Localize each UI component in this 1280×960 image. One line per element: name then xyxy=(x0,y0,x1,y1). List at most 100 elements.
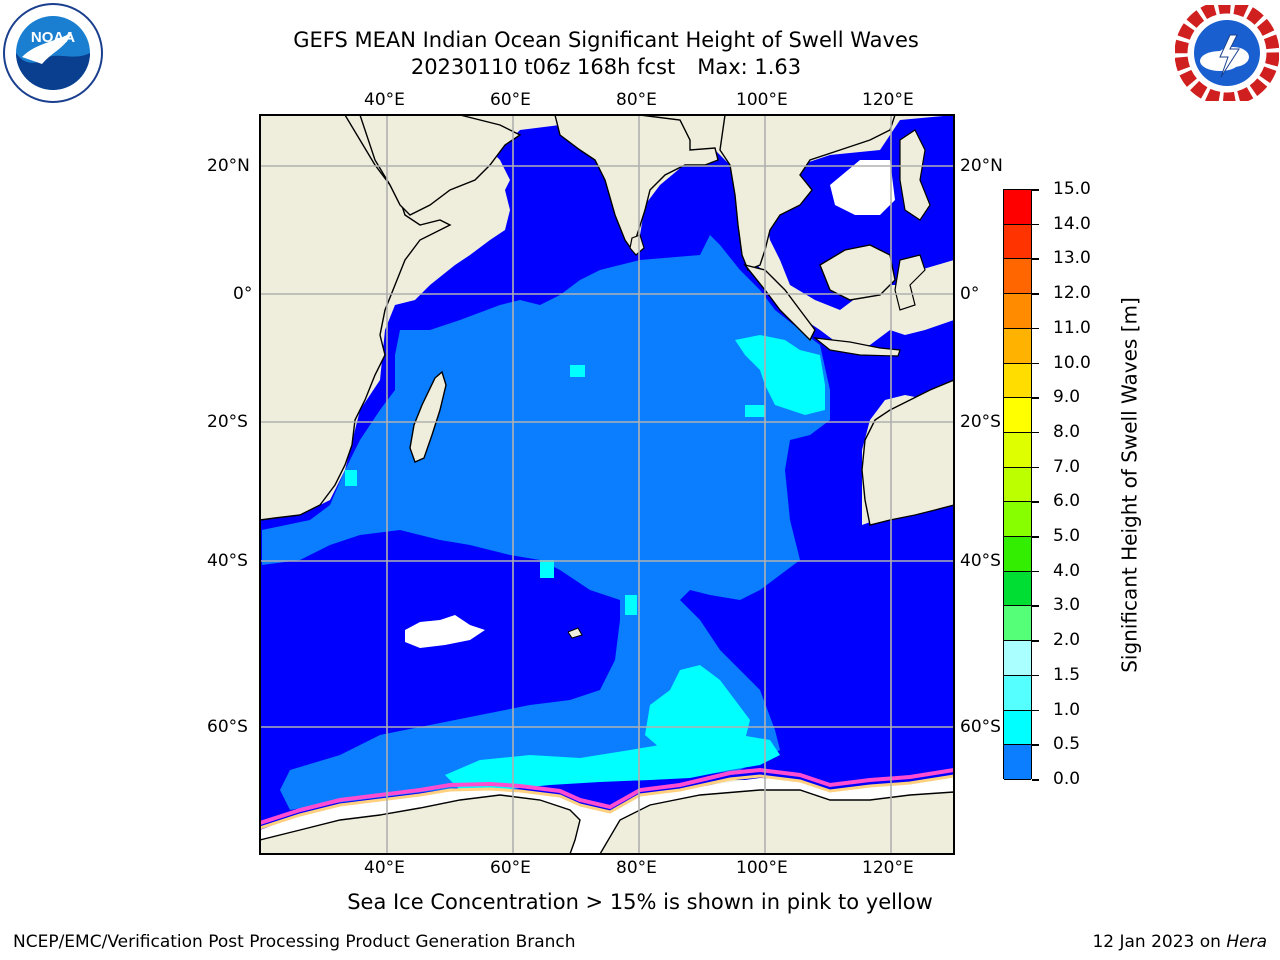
kerguelen-land xyxy=(567,627,583,639)
lon-tick-top: 120°E xyxy=(862,90,914,110)
colorbar-tick xyxy=(1032,744,1039,746)
colorbar-tick-label: 1.5 xyxy=(1053,664,1081,685)
colorbar-segment xyxy=(1004,190,1031,225)
colorbar-segment xyxy=(1004,606,1031,642)
colorbar-tick xyxy=(1032,431,1039,434)
lon-tick-top: 40°E xyxy=(364,90,405,110)
colorbar-tick xyxy=(1032,362,1039,365)
colorbar-segment xyxy=(1004,328,1031,364)
colorbar-segment xyxy=(1004,745,1031,780)
colorbar-tick-label: 11.0 xyxy=(1053,317,1091,338)
colorbar-tick xyxy=(1032,570,1039,573)
ocean-high-swell-fleck xyxy=(540,560,554,578)
max-value: Max: 1.63 xyxy=(697,55,802,79)
colorbar-tick xyxy=(1032,640,1039,642)
colorbar-tick-label: 2.0 xyxy=(1053,630,1081,651)
colorbar-tick-label: 12.0 xyxy=(1053,283,1091,304)
ocean-medium-swell xyxy=(262,235,830,810)
colorbar-tick xyxy=(1032,501,1039,503)
colorbar-tick-label: 15.0 xyxy=(1053,179,1091,199)
lon-tick-top: 80°E xyxy=(616,90,657,110)
colorbar-segment xyxy=(1004,537,1031,572)
nws-logo xyxy=(1175,5,1279,101)
antarctica-land-east xyxy=(599,789,954,854)
colorbar-tick xyxy=(1032,605,1039,607)
sea-ice-caption: Sea Ice Concentration > 15% is shown in … xyxy=(347,890,933,914)
colorbar-tick xyxy=(1032,327,1039,330)
bay-of-bengal-low-swell xyxy=(640,152,730,260)
colorbar xyxy=(1003,189,1032,780)
lat-tick-left: 60°S xyxy=(207,717,248,737)
ocean-high-swell-fleck xyxy=(345,470,357,486)
lat-tick-left: 20°S xyxy=(207,412,248,432)
chart-subtitle: 20230110 t06z 168h fcst Max: 1.63 xyxy=(0,54,1212,80)
colorbar-segment xyxy=(1004,675,1031,711)
map-frame xyxy=(259,114,955,855)
chart-title: GEFS MEAN Indian Ocean Significant Heigh… xyxy=(293,28,919,52)
southeast-asia-land xyxy=(719,115,896,271)
footer-date-text: 12 Jan 2023 on xyxy=(1092,932,1221,952)
footer-credit: NCEP/EMC/Verification Post Processing Pr… xyxy=(13,932,576,952)
forecast-run: 20230110 t06z 168h fcst xyxy=(410,55,676,79)
ocean-high-swell-fleck xyxy=(625,595,637,615)
colorbar-tick-label: 7.0 xyxy=(1053,456,1081,477)
colorbar-segment xyxy=(1004,710,1031,746)
lon-tick-bottom: 100°E xyxy=(736,858,788,878)
colorbar-segment xyxy=(1004,432,1031,468)
colorbar-segment xyxy=(1004,224,1031,260)
colorbar-tick xyxy=(1032,397,1039,399)
ocean-high-swell-south xyxy=(445,735,780,790)
colorbar-tick xyxy=(1032,674,1039,677)
colorbar-tick-label: 13.0 xyxy=(1053,248,1091,269)
lat-tick-left: 0° xyxy=(233,284,253,304)
colorbar-tick xyxy=(1032,466,1039,469)
colorbar-tick-label: 6.0 xyxy=(1053,491,1081,512)
lat-tick-left: 20°N xyxy=(207,156,250,176)
colorbar-tick xyxy=(1032,258,1039,260)
colorbar-tick-label: 0.0 xyxy=(1053,769,1081,789)
lat-tick-right: 40°S xyxy=(960,551,1001,571)
india-land xyxy=(554,115,719,252)
colorbar-tick xyxy=(1032,223,1039,226)
colorbar-segment xyxy=(1004,641,1031,676)
colorbar-tick-label: 0.5 xyxy=(1053,734,1081,755)
colorbar-tick-label: 8.0 xyxy=(1053,421,1081,442)
arabia-land xyxy=(359,115,522,216)
colorbar-tick-label: 14.0 xyxy=(1053,213,1091,234)
ocean-high-swell-east xyxy=(735,335,825,415)
lon-tick-bottom: 120°E xyxy=(862,858,914,878)
colorbar-tick-label: 1.0 xyxy=(1053,699,1081,720)
antarctica-land xyxy=(260,794,581,854)
ocean-high-swell-fleck xyxy=(745,405,765,417)
colorbar-segment xyxy=(1004,363,1031,399)
philippines-land xyxy=(899,129,931,221)
colorbar-tick-label: 5.0 xyxy=(1053,526,1081,547)
colorbar-tick-label: 3.0 xyxy=(1053,595,1081,616)
footer-date: 12 Jan 2023 on Hera xyxy=(1092,932,1267,952)
noaa-mark: NOAA xyxy=(31,29,75,46)
lat-tick-right: 20°N xyxy=(960,156,1003,176)
colorbar-segment xyxy=(1004,502,1031,538)
noaa-logo: NOAA xyxy=(3,3,103,103)
australia-land xyxy=(861,379,954,526)
lat-tick-right: 60°S xyxy=(960,717,1001,737)
lon-tick-bottom: 60°E xyxy=(490,858,531,878)
lat-tick-right: 0° xyxy=(960,284,980,304)
colorbar-segment xyxy=(1004,398,1031,433)
ocean-high-swell-fleck xyxy=(570,365,585,377)
footer-machine: Hera xyxy=(1226,932,1267,952)
sumatra-land xyxy=(743,263,816,342)
colorbar-segment xyxy=(1004,259,1031,295)
colorbar-tick xyxy=(1032,536,1039,538)
lon-tick-bottom: 40°E xyxy=(364,858,405,878)
colorbar-tick-label: 4.0 xyxy=(1053,560,1081,581)
colorbar-segment xyxy=(1004,467,1031,503)
lon-tick-top: 60°E xyxy=(490,90,531,110)
sea-ice-patch-indian xyxy=(405,615,485,648)
colorbar-tick-label: 10.0 xyxy=(1053,352,1091,373)
madagascar-land xyxy=(409,370,447,463)
lon-tick-top: 100°E xyxy=(736,90,788,110)
colorbar-tick xyxy=(1032,709,1039,712)
lat-tick-left: 40°S xyxy=(207,551,248,571)
